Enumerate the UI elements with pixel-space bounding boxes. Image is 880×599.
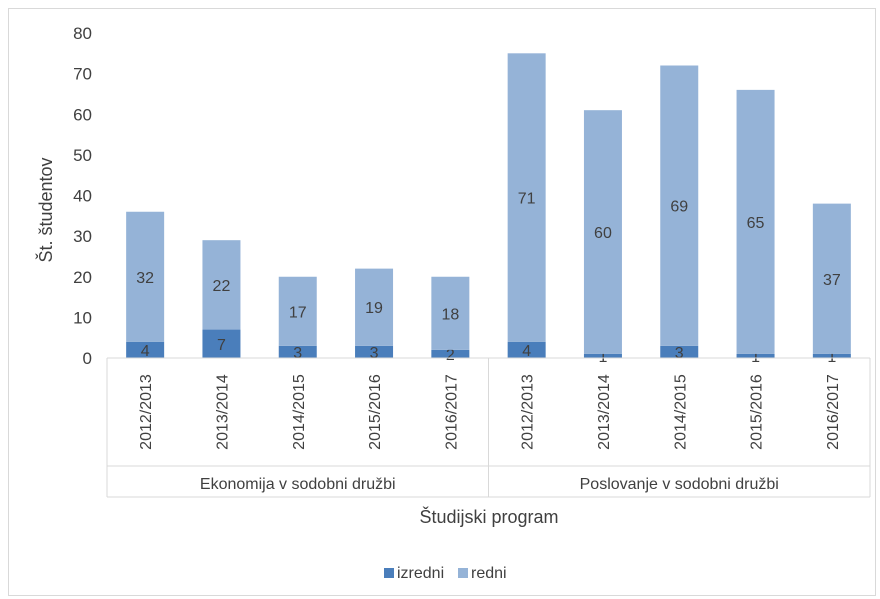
bar-segment-redni (202, 240, 241, 330)
x-axis: 2012/2013 2013/2014 2014/2015 2015/2016 2016… (106, 357, 871, 498)
category-label: 2015/2016 (749, 374, 766, 450)
bar-segment-redni (812, 203, 851, 354)
data-label-izredni: 4 (522, 343, 531, 360)
data-label-izredni: 4 (141, 343, 150, 360)
bar-segment-redni (355, 268, 394, 346)
category-label: 2014/2015 (291, 374, 308, 450)
category-label: 2012/2013 (138, 374, 155, 450)
x-axis-title: Študijski program (419, 506, 558, 527)
bar-segment-izredni (736, 353, 775, 358)
bar-segment-redni (583, 110, 622, 354)
category-label: 2012/2013 (520, 374, 537, 450)
bar-segment-izredni (202, 329, 241, 358)
legend-label-izredni: izredni (397, 565, 444, 582)
data-label-redni: 37 (823, 272, 841, 289)
y-tick-label: 50 (73, 146, 92, 165)
data-label-izredni: 1 (751, 349, 760, 366)
legend: izredni redni (384, 565, 507, 582)
category-label: 2014/2015 (672, 374, 689, 450)
legend-swatch-izredni (384, 568, 394, 578)
y-tick-label: 60 (73, 105, 92, 124)
legend-label-redni: redni (471, 565, 507, 582)
bar-segment-izredni (660, 345, 699, 358)
bar-segment-redni (431, 276, 470, 350)
y-tick-label: 10 (73, 308, 92, 327)
bar-segment-izredni (278, 345, 317, 358)
data-label-redni: 32 (136, 270, 154, 287)
data-label-izredni: 3 (293, 345, 302, 362)
data-label-izredni: 3 (370, 345, 379, 362)
data-label-redni: 60 (594, 225, 612, 242)
bar-segment-izredni (583, 353, 622, 358)
bar-segment-izredni (126, 341, 165, 358)
category-label: 2016/2017 (825, 374, 842, 450)
bar-segment-redni (660, 65, 699, 346)
data-label-izredni: 1 (827, 349, 836, 366)
data-label-izredni: 3 (675, 345, 684, 362)
bars: 4 32 7 22 3 17 3 19 2 18 4 71 1 60 3 69 1 65 1 37 (126, 53, 851, 366)
y-tick-label: 80 (73, 24, 92, 43)
data-label-izredni: 1 (598, 349, 607, 366)
data-label-redni: 19 (365, 300, 383, 317)
data-label-redni: 22 (213, 278, 231, 295)
y-axis-ticks: 0 10 20 30 40 50 60 70 80 (73, 24, 92, 368)
category-label: 2013/2014 (596, 374, 613, 450)
y-tick-label: 70 (73, 65, 92, 84)
bar-segment-izredni (355, 345, 394, 358)
data-label-redni: 69 (670, 199, 688, 216)
category-label: 2013/2014 (214, 374, 231, 450)
data-label-redni: 71 (518, 191, 536, 208)
category-label: 2015/2016 (367, 374, 384, 450)
legend-swatch-redni (458, 568, 468, 578)
bar-segment-redni (507, 53, 546, 342)
y-tick-label: 20 (73, 268, 92, 287)
data-label-redni: 65 (747, 215, 765, 232)
group-label: Poslovanje v sodobni družbi (580, 476, 779, 493)
category-label: 2016/2017 (443, 374, 460, 450)
chart-frame (8, 8, 876, 596)
y-axis-title: Št. študentov (35, 157, 56, 262)
data-label-izredni: 7 (217, 337, 226, 354)
group-label: Ekonomija v sodobni družbi (200, 476, 396, 493)
bar-segment-izredni (507, 341, 546, 358)
y-tick-label: 40 (73, 187, 92, 206)
bar-segment-izredni (812, 353, 851, 358)
bar-segment-izredni (431, 349, 470, 358)
y-tick-label: 0 (83, 349, 92, 368)
bar-segment-redni (126, 211, 165, 342)
data-label-izredni: 2 (446, 347, 455, 364)
bar-segment-redni (278, 276, 317, 346)
data-label-redni: 18 (441, 306, 459, 323)
y-tick-label: 30 (73, 227, 92, 246)
bar-segment-redni (736, 89, 775, 354)
data-label-redni: 17 (289, 304, 307, 321)
